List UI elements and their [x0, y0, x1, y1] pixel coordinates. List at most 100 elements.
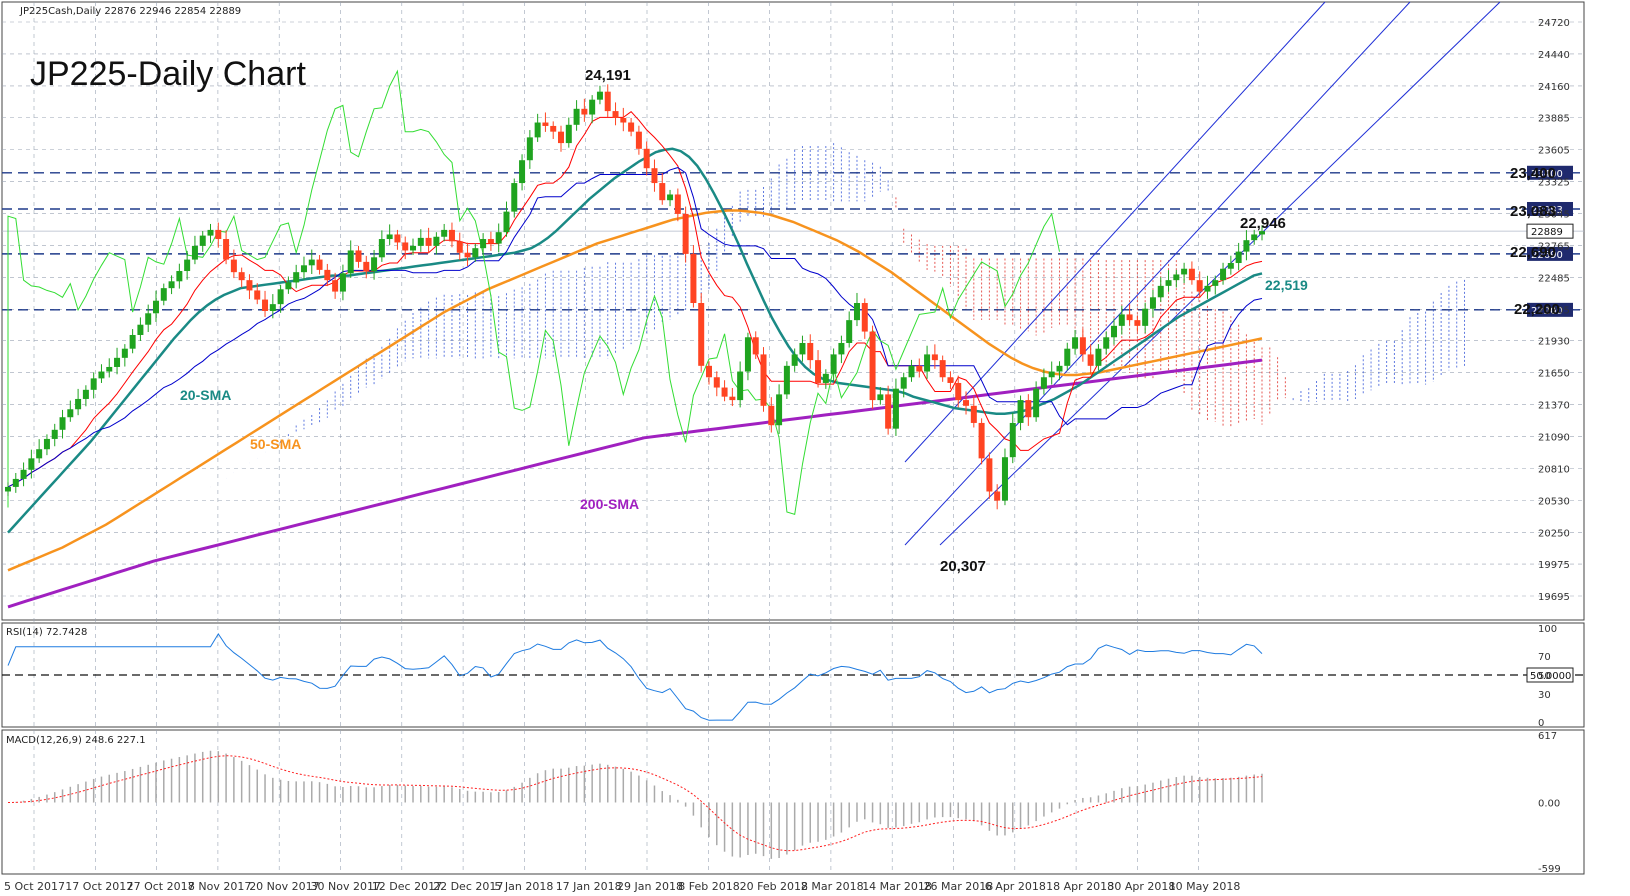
- candle-body: [1040, 377, 1047, 389]
- rsi-tick-label: 50: [1538, 671, 1551, 682]
- rsi-label: RSI(14) 72.7428: [6, 627, 87, 638]
- candle-body: [1188, 268, 1195, 281]
- candle-body: [698, 303, 705, 366]
- price-tick-label: 24440: [1538, 50, 1570, 61]
- candle-body: [1196, 280, 1203, 292]
- candle-body: [768, 405, 775, 426]
- candle-body: [448, 229, 455, 242]
- candle-body: [20, 469, 27, 479]
- price-tick-label: 23325: [1538, 177, 1570, 188]
- candle-body: [378, 239, 385, 258]
- candle-body: [402, 242, 409, 251]
- time-tick-label: 30 Nov 2017: [311, 880, 381, 893]
- candle-body: [955, 382, 962, 401]
- rsi-tick-label: 0: [1538, 718, 1544, 729]
- candle-body: [1165, 280, 1172, 286]
- candle-body: [386, 234, 393, 240]
- time-tick-label: 5 Oct 2017: [4, 880, 65, 893]
- candle-body: [1048, 371, 1055, 378]
- candle-body: [581, 108, 588, 115]
- sma200-label: 200-SMA: [580, 496, 639, 512]
- candle-body: [1025, 400, 1032, 418]
- candle-body: [1103, 337, 1110, 349]
- candle-body: [1212, 280, 1219, 286]
- candle-body: [1181, 268, 1188, 275]
- candle-body: [604, 91, 611, 112]
- candle-body: [659, 183, 666, 201]
- candle-body: [947, 377, 954, 383]
- candle-body: [620, 117, 627, 123]
- candle-body: [1056, 365, 1063, 372]
- kijun-line: [7, 167, 1263, 488]
- channel-line: [904, 1, 1326, 463]
- grid-layer: [2, 2, 1584, 874]
- candle-body: [168, 281, 175, 289]
- recent-high-label: 22,946: [1240, 215, 1286, 232]
- candle-body: [495, 232, 502, 244]
- candle-body: [137, 324, 144, 335]
- sma20-value-label: 22,519: [1265, 277, 1308, 293]
- candle-body: [705, 365, 712, 378]
- candle-body: [441, 229, 448, 237]
- candle-body: [215, 229, 222, 240]
- channel-line: [939, 1, 1501, 546]
- time-tick-label: 12 Dec 2017: [372, 880, 442, 893]
- time-tick-label: 2 Mar 2018: [801, 880, 864, 893]
- candle-body: [1033, 388, 1040, 418]
- candle-body: [410, 245, 417, 251]
- level-label-23400: 23,400: [1510, 165, 1556, 182]
- rsi-tick-label: 70: [1538, 652, 1551, 663]
- candle-body: [59, 417, 66, 430]
- chart-title: JP225-Daily Chart: [30, 55, 306, 93]
- candle-body: [262, 299, 269, 311]
- candle-body: [799, 342, 806, 355]
- candle-body: [1072, 337, 1079, 349]
- time-tick-label: 8 Nov 2017: [188, 880, 251, 893]
- candle-body: [822, 373, 829, 383]
- candle-body: [861, 303, 868, 332]
- candle-body: [1118, 314, 1125, 326]
- key-level-tag-text: 23400: [1531, 169, 1563, 180]
- time-tick-label: 5 Jan 2018: [494, 880, 553, 893]
- price-tick-label: 19975: [1538, 560, 1570, 571]
- candle-body: [1204, 285, 1211, 292]
- candle-body: [371, 257, 378, 272]
- key-level-tag: [1527, 302, 1573, 317]
- candle-body: [1227, 263, 1234, 269]
- price-tick-label: 22765: [1538, 241, 1570, 252]
- candle-body: [565, 124, 572, 144]
- candle-body: [744, 337, 751, 372]
- key-level-tag: [1527, 201, 1573, 216]
- price-tick-label: 24720: [1538, 18, 1570, 29]
- candle-body: [246, 280, 253, 291]
- candle-body: [877, 394, 884, 401]
- candle-body: [332, 280, 339, 292]
- candle-body: [939, 360, 946, 378]
- price-tick-label: 22205: [1538, 305, 1570, 316]
- candle-body: [853, 303, 860, 321]
- candle-body: [1243, 240, 1250, 252]
- candle-body: [1009, 422, 1016, 458]
- candle-body: [596, 91, 603, 100]
- candle-body: [1064, 348, 1071, 366]
- time-tick-label: 17 Oct 2017: [65, 880, 133, 893]
- candle-body: [1142, 308, 1149, 326]
- candle-body: [230, 259, 237, 273]
- trough-label: 20,307: [940, 558, 986, 575]
- axes: 24720 24440 24160 23885 23605 23325 23045 22765…: [4, 18, 1570, 893]
- level-label-22200: 22,200: [1514, 301, 1560, 318]
- candle-body: [121, 348, 128, 358]
- candle-body: [612, 111, 619, 118]
- candle-body: [628, 122, 635, 132]
- candle-body: [1079, 337, 1086, 355]
- candle-body: [682, 213, 689, 254]
- time-tick-label: 20 Feb 2018: [740, 880, 808, 893]
- price-tick-label: 21370: [1538, 401, 1570, 412]
- candle-body: [300, 265, 307, 273]
- time-tick-label: 17 Jan 2018: [556, 880, 622, 893]
- candle-body: [729, 396, 736, 401]
- candle-body: [98, 371, 105, 379]
- candle-body: [690, 253, 697, 304]
- candle-body: [978, 422, 985, 459]
